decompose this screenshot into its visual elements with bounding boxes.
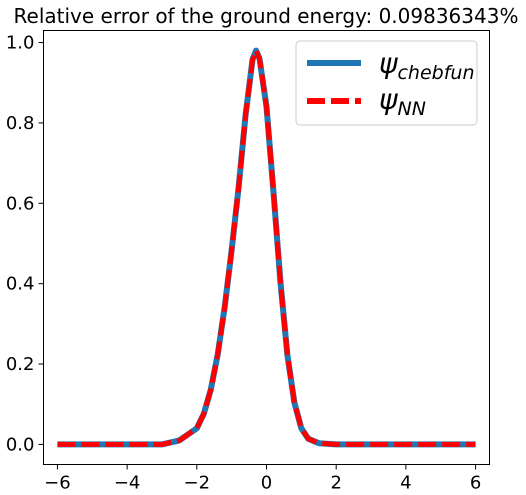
- chart-title: Relative error of the ground energy: 0.0…: [14, 4, 519, 28]
- x-tick-label: −4: [114, 473, 141, 494]
- y-tick-label: 0.2: [6, 354, 35, 375]
- x-tick-label: 6: [470, 473, 481, 494]
- legend-label-chebfun: ψchebfun: [379, 47, 475, 84]
- legend-label-chebfun-sub: chebfun: [397, 62, 474, 84]
- y-tick-label: 0.0: [6, 434, 35, 455]
- legend-label-nn-sub: NN: [397, 98, 425, 120]
- legend-label-nn: ψNN: [379, 83, 426, 120]
- legend: ψchebfun ψNN: [295, 40, 478, 126]
- series-line-nn: [57, 48, 476, 447]
- x-tick-label: 2: [330, 473, 341, 494]
- x-tick-label: 4: [400, 473, 411, 494]
- x-axis: −6 −4 −2 0 2 4 6: [44, 464, 481, 494]
- x-tick-label: −2: [184, 473, 211, 494]
- series-layer: [57, 47, 476, 448]
- y-axis: 0.0 0.2 0.4 0.6 0.8 1.0: [6, 33, 44, 455]
- x-tick-label: 0: [261, 473, 272, 494]
- y-tick-label: 0.8: [6, 113, 35, 134]
- legend-label-nn-main: ψ: [379, 83, 398, 116]
- legend-label-chebfun-main: ψ: [379, 47, 398, 80]
- x-tick-label: −6: [44, 473, 71, 494]
- y-tick-label: 0.6: [6, 193, 35, 214]
- y-tick-label: 0.4: [6, 274, 35, 295]
- y-tick-label: 1.0: [6, 33, 35, 54]
